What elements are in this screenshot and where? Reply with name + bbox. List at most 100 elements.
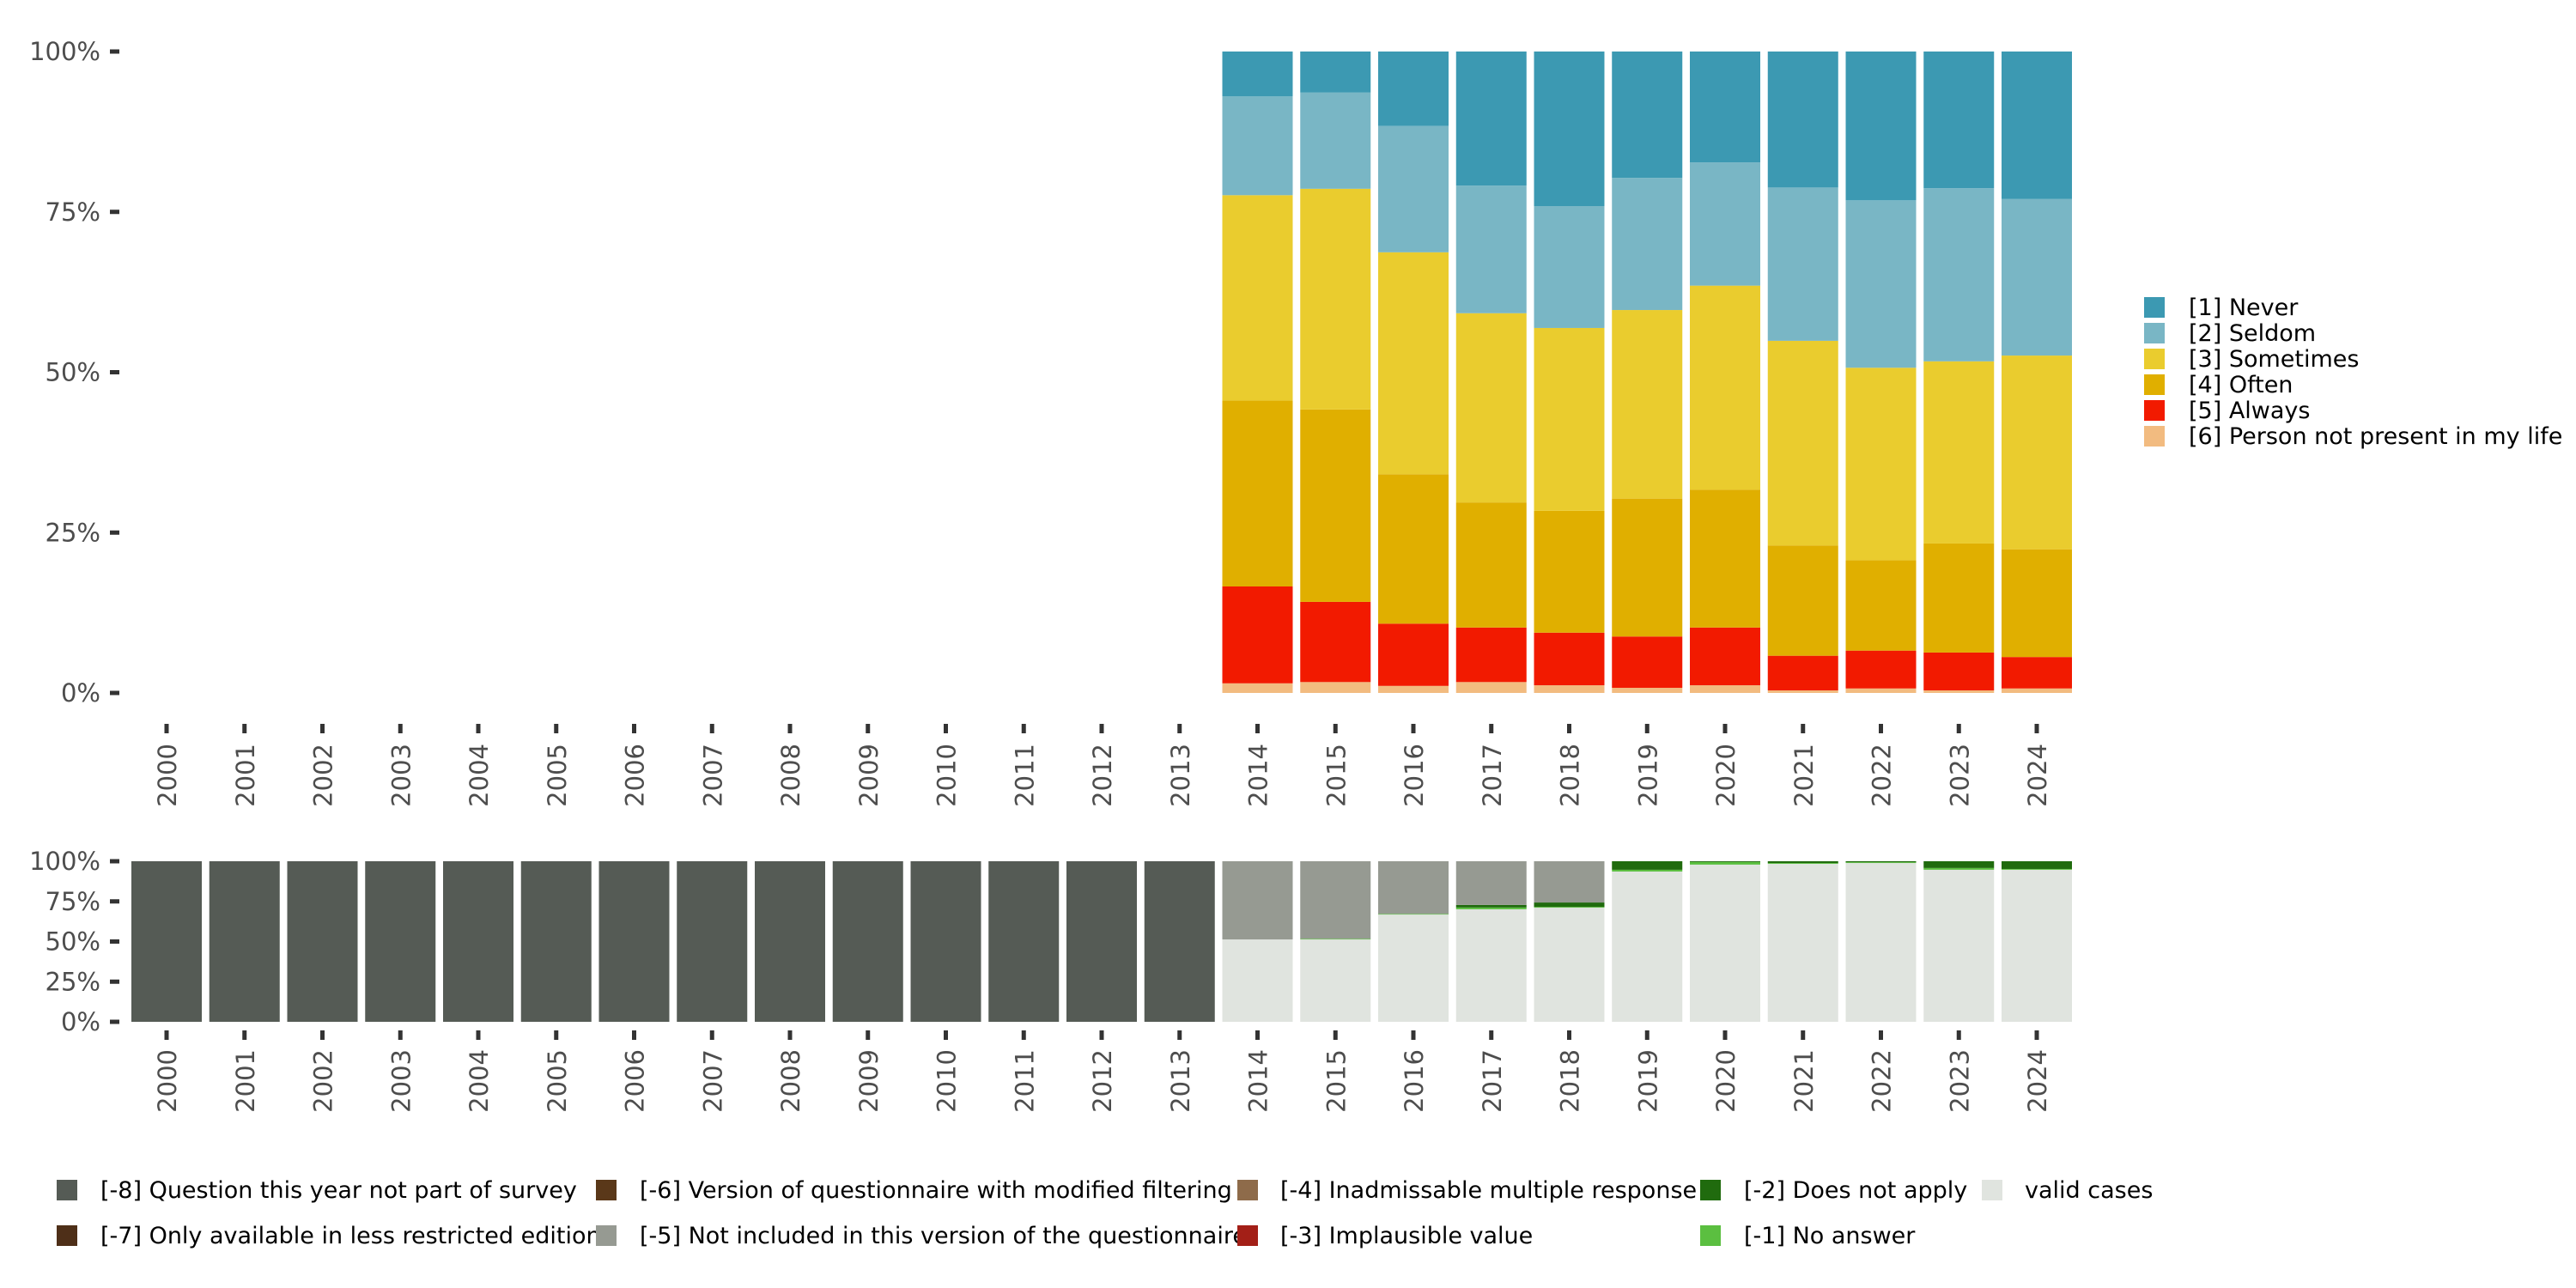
legend-key [1700, 1225, 1721, 1246]
bar-segment-2016-5-not-included-in-this-version-of-the-questionnaire [1378, 861, 1449, 914]
bar-segment-2015-valid-cases [1300, 939, 1371, 1022]
x-tick-label: 2012 [1088, 744, 1117, 807]
x-tick-label: 2002 [309, 744, 338, 807]
x-tick-label: 2008 [776, 1049, 805, 1113]
bar-segment-2017-1-never [1455, 52, 1527, 186]
bar-segment-2009-8-question-this-year-not-part-of-survey [832, 861, 903, 1022]
bar-segment-2022-6-person-not-present-in-my-life [1845, 688, 1917, 693]
x-tick-label: 2015 [1321, 1049, 1351, 1113]
bar-segment-2007-8-question-this-year-not-part-of-survey [677, 861, 748, 1022]
legend-key [2144, 426, 2165, 447]
bar-segment-2010-8-question-this-year-not-part-of-survey [910, 861, 981, 1022]
legend-item: [-4] Inadmissable multiple response [1237, 1177, 1697, 1204]
legend-key [2144, 323, 2165, 343]
x-tick-label: 2001 [231, 744, 260, 807]
bar-segment-2017-2-seldom [1455, 185, 1527, 313]
bar-segment-2020-2-does-not-apply [1690, 861, 1760, 862]
y-tick-label: 50% [46, 927, 100, 957]
x-tick-label: 2003 [386, 1049, 416, 1113]
bar-segment-2016-5-always [1378, 623, 1449, 686]
legend-item: [2] Seldom [2144, 320, 2316, 347]
x-tick-label: 2005 [543, 1049, 572, 1113]
bar-segment-2018-1-never [1534, 52, 1605, 207]
x-tick-label: 2015 [1321, 744, 1351, 807]
y-tick-label: 100% [29, 847, 100, 876]
legend-item: [-7] Only available in less restricted e… [57, 1223, 601, 1249]
bottom-x-axis: 2000 2001 2002 2003 2004 2005 2006 2007 2008 2009… [153, 1030, 2052, 1113]
legend-label: [5] Always [2189, 398, 2310, 424]
legend-key [1237, 1225, 1258, 1246]
bar-segment-2000-8-question-this-year-not-part-of-survey [131, 861, 202, 1022]
x-tick-label: 2024 [2023, 1049, 2052, 1113]
bar-segment-2024-5-always [2002, 657, 2072, 689]
legend-item: [6] Person not present in my life [2144, 423, 2562, 450]
legend-label: [-2] Does not apply [1744, 1177, 1967, 1204]
legend-key [2144, 297, 2165, 318]
legend-item: [-3] Implausible value [1237, 1223, 1533, 1249]
bar-segment-2021-5-always [1767, 655, 1838, 691]
bar-segment-2019-2-seldom [1612, 178, 1683, 311]
x-tick-label: 2022 [1868, 744, 1897, 807]
bar-segment-2017-5-not-included-in-this-version-of-the-questionnaire [1455, 861, 1527, 905]
x-tick-label: 2009 [854, 744, 884, 807]
x-tick-label: 2011 [1010, 1049, 1039, 1113]
legend-item: [-5] Not included in this version of the… [596, 1223, 1247, 1249]
bar-segment-2023-1-never [1923, 52, 1995, 189]
x-tick-label: 2004 [465, 1049, 494, 1113]
bar-segment-2021-1-no-answer [1767, 863, 1838, 864]
missing-values-legend: [-8] Question this year not part of surv… [57, 1177, 2153, 1249]
bar-segment-2016-1-never [1378, 52, 1449, 126]
bar-segment-2020-6-person-not-present-in-my-life [1690, 685, 1760, 693]
y-tick-label: 50% [46, 358, 100, 387]
bar-segment-2019-1-never [1612, 52, 1683, 179]
bar-segment-2005-8-question-this-year-not-part-of-survey [520, 861, 592, 1022]
x-tick-label: 2018 [1556, 1049, 1585, 1113]
bar-segment-2022-3-sometimes [1845, 368, 1917, 561]
bar-segment-2016-6-person-not-present-in-my-life [1378, 685, 1449, 693]
legend-key [2144, 374, 2165, 395]
bar-segment-2023-2-seldom [1923, 188, 1995, 361]
x-tick-label: 2010 [933, 744, 962, 807]
x-tick-label: 2001 [231, 1049, 260, 1113]
bar-segment-2014-valid-cases [1222, 939, 1293, 1022]
bar-segment-2015-4-often [1300, 409, 1371, 602]
bar-segment-2001-8-question-this-year-not-part-of-survey [209, 861, 280, 1022]
legend-key [1700, 1180, 1721, 1200]
x-tick-label: 2020 [1711, 1049, 1741, 1113]
x-tick-label: 2023 [1945, 1049, 1974, 1113]
x-tick-label: 2010 [933, 1049, 962, 1113]
x-tick-label: 2006 [621, 744, 650, 807]
x-tick-label: 2017 [1478, 1049, 1507, 1113]
bar-segment-2019-valid-cases [1612, 871, 1683, 1022]
legend-item: [3] Sometimes [2144, 346, 2359, 373]
bar-segment-2004-8-question-this-year-not-part-of-survey [443, 861, 513, 1022]
x-tick-label: 2005 [543, 744, 572, 807]
bar-segment-2014-6-person-not-present-in-my-life [1222, 683, 1293, 693]
y-tick-label: 75% [46, 887, 100, 916]
bar-segment-2022-5-always [1845, 650, 1917, 689]
legend-key [1237, 1180, 1258, 1200]
x-tick-label: 2007 [698, 1049, 727, 1113]
bar-segment-2019-3-sometimes [1612, 310, 1683, 499]
bar-segment-2022-4-often [1845, 560, 1917, 651]
x-tick-label: 2003 [386, 744, 416, 807]
legend-label: [2] Seldom [2189, 320, 2316, 347]
legend-label: [-4] Inadmissable multiple response [1280, 1177, 1697, 1204]
missing-values-chart: 0% 25% 50% 75% 100% 2000 2001 2002 2003 2004 2005… [29, 847, 2072, 1113]
bar-segment-2018-4-often [1534, 510, 1605, 633]
legend-label: [1] Never [2189, 295, 2299, 321]
bar-segment-2018-1-no-answer [1534, 907, 1605, 908]
x-tick-label: 2023 [1945, 744, 1974, 807]
bar-segment-2015-5-always [1300, 601, 1371, 683]
bar-segment-2024-valid-cases [2002, 869, 2072, 1022]
bar-segment-2015-3-sometimes [1300, 188, 1371, 410]
bar-segment-2014-3-sometimes [1222, 195, 1293, 401]
y-tick-label: 100% [29, 37, 100, 66]
bar-segment-2018-6-person-not-present-in-my-life [1534, 685, 1605, 693]
bar-segment-2016-2-seldom [1378, 125, 1449, 252]
bar-segment-2024-2-seldom [2002, 198, 2072, 356]
bar-segment-2024-6-person-not-present-in-my-life [2002, 688, 2072, 693]
x-tick-label: 2008 [776, 744, 805, 807]
response-distribution-chart: 0% 25% 50% 75% 100% 2000 2001 2002 2003 2004 2005… [29, 37, 2072, 807]
x-tick-label: 2000 [153, 1049, 182, 1113]
